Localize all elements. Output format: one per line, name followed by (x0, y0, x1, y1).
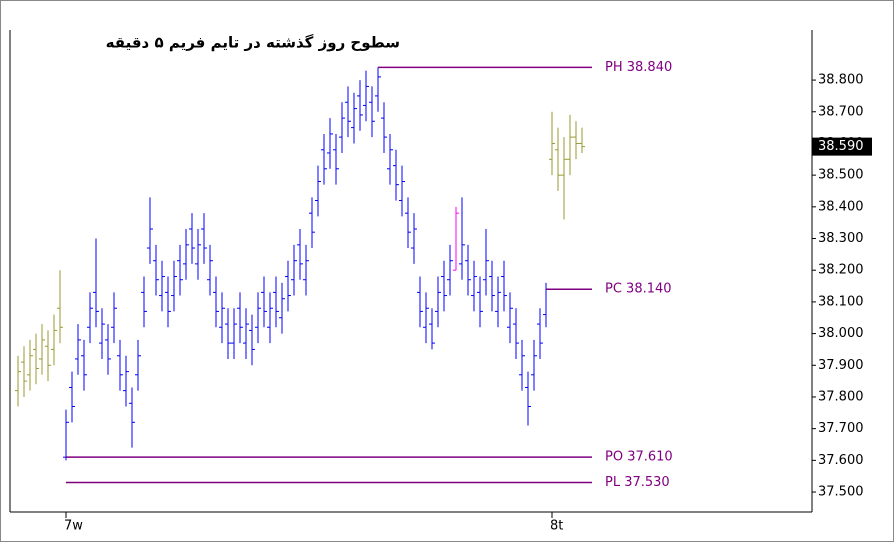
last-price-box (812, 137, 872, 156)
y-tick-label: 38.300 (818, 231, 864, 246)
level-label: PC 38.140 (605, 282, 672, 297)
y-tick-label: 38.800 (818, 73, 864, 88)
y-tick-label: 37.900 (818, 358, 864, 373)
x-tick-label: 8t (550, 519, 563, 534)
level-label: PH 38.840 (605, 60, 672, 75)
y-tick-label: 37.500 (818, 485, 864, 500)
chart-title: سطوح روز گذشته در تایم فریم ۵ دقیقه (106, 34, 400, 52)
level-label: PO 37.610 (605, 450, 673, 465)
level-label: PL 37.530 (605, 475, 670, 490)
y-tick-label: 38.700 (818, 104, 864, 119)
y-tick-label: 37.800 (818, 389, 864, 404)
y-tick-label: 38.000 (818, 326, 864, 341)
x-tick-label: 7w (64, 519, 83, 534)
y-tick-label: 38.200 (818, 263, 864, 278)
y-tick-label: 38.100 (818, 294, 864, 309)
y-tick-label: 37.700 (818, 421, 864, 436)
y-tick-label: 38.500 (818, 168, 864, 183)
y-tick-label: 37.600 (818, 453, 864, 468)
y-tick-label: 38.400 (818, 199, 864, 214)
last-price-label: 38.590 (818, 139, 864, 154)
